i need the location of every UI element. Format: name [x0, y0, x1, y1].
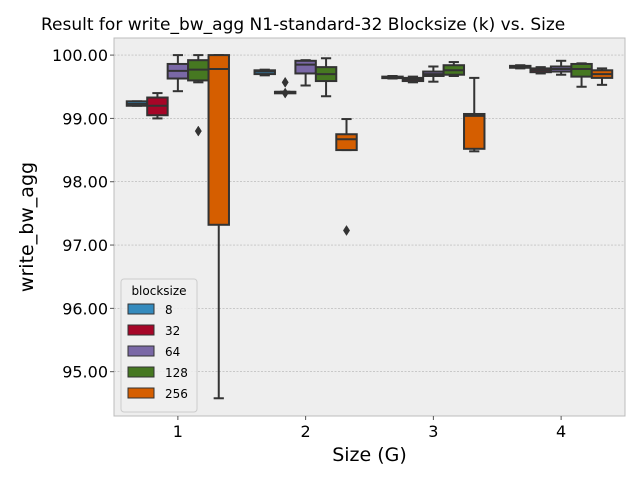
outlier-point — [281, 76, 289, 88]
box-8-size-2 — [253, 68, 276, 77]
box-32-size-4 — [529, 66, 552, 75]
box-256-size-3 — [463, 76, 486, 153]
outlier-point — [194, 125, 202, 137]
box-256-size-2 — [335, 118, 358, 236]
y-axis-label: write_bw_agg — [16, 162, 38, 292]
legend-label: 64 — [165, 345, 180, 359]
legend-label: 256 — [165, 387, 188, 401]
x-tick-label: 1 — [173, 422, 183, 441]
y-tick-label: 97.00 — [62, 236, 108, 255]
outlier-point — [343, 225, 351, 236]
x-tick-label: 2 — [301, 422, 311, 441]
legend-label: 32 — [165, 324, 180, 338]
legend-title: blocksize — [131, 284, 186, 298]
y-tick-label: 98.00 — [62, 173, 108, 192]
outlier-point — [281, 87, 289, 99]
box-64-size-2 — [294, 59, 317, 87]
legend-swatch — [127, 366, 155, 378]
legend-swatch — [127, 303, 155, 315]
box-32-size-2 — [273, 76, 297, 99]
box-8-size-3 — [381, 74, 404, 80]
box-128-size-4 — [570, 62, 593, 88]
box-256-size-1 — [207, 54, 230, 400]
box-8-size-1 — [125, 100, 149, 107]
legend-label: 8 — [165, 303, 173, 317]
box-32-size-1 — [146, 92, 169, 120]
box-body — [207, 54, 230, 226]
x-tick-label: 3 — [428, 422, 438, 441]
box-body — [294, 59, 317, 75]
box-body — [570, 62, 593, 78]
box-128-size-2 — [314, 57, 338, 98]
legend-swatch — [127, 345, 155, 357]
box-256-size-4 — [590, 67, 614, 86]
y-tick-label: 100.00 — [52, 46, 108, 65]
box-plots — [125, 54, 614, 400]
x-tick-label: 4 — [556, 422, 566, 441]
y-tick-label: 95.00 — [62, 363, 108, 382]
axes: 95.00 96.00 97.00 98.00 99.00 100.00 1 2 3 4 — [52, 46, 566, 441]
box-body — [335, 133, 358, 152]
box-8-size-4 — [509, 64, 532, 70]
box-body — [463, 112, 486, 150]
chart-title: Result for write_bw_agg N1-standard-32 B… — [41, 15, 565, 35]
legend-label: 128 — [165, 366, 188, 380]
x-axis-label: Size (G) — [332, 444, 407, 466]
y-tick-label: 96.00 — [62, 299, 108, 318]
box-128-size-3 — [442, 61, 466, 77]
legend-swatch — [127, 387, 155, 399]
plot-area — [113, 37, 626, 417]
legend: blocksize 8 32 64 128 256 — [120, 278, 198, 413]
box-32-size-3 — [401, 75, 425, 84]
legend-swatch — [127, 324, 155, 336]
y-tick-label: 99.00 — [62, 109, 108, 128]
